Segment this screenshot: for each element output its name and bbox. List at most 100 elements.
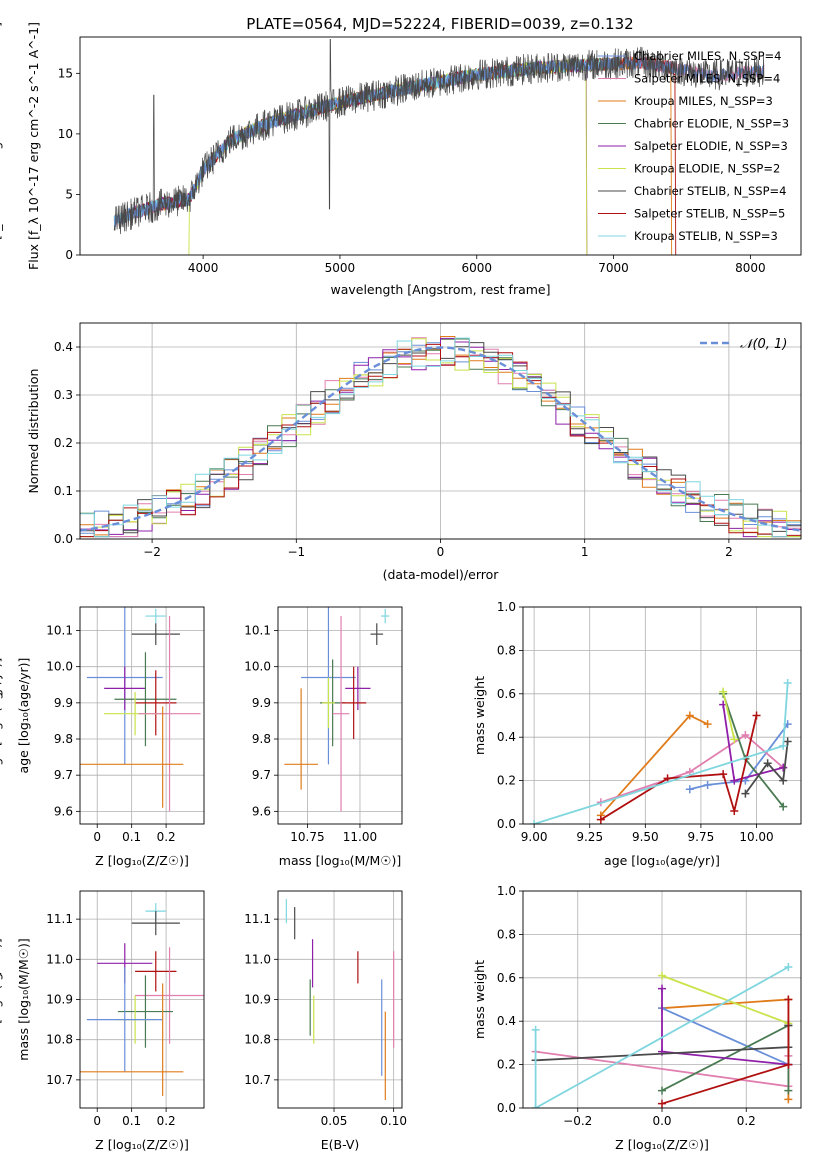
y-tick-label: 0.2 [497, 1058, 516, 1072]
plus-marker [658, 1099, 666, 1108]
axes-frame [277, 890, 403, 1109]
x-tick-label: 4000 [188, 261, 219, 275]
x-tick-label: 7000 [598, 261, 629, 275]
point-kroupa_stelib [145, 608, 167, 624]
plus-marker [531, 1025, 540, 1034]
weight-line [661, 974, 789, 1025]
x-tick-label: −2 [143, 545, 161, 559]
plus-marker [752, 711, 761, 720]
x-tick-label: 11.00 [343, 830, 377, 844]
y-tick-label: 0.2 [54, 436, 73, 450]
x-tick-label: 6000 [461, 261, 492, 275]
axes-frame [522, 890, 802, 1109]
y-axis-label: mass [log₁₀(M/M☉)] [0, 938, 3, 1060]
y-tick-label: 0.3 [54, 388, 73, 402]
plus-marker [658, 1086, 666, 1095]
y-axis-label: mass [log₁₀(M/M☉)] [16, 938, 31, 1060]
x-tick-label: 0.1 [122, 1114, 141, 1128]
plus-marker [530, 820, 539, 824]
legend-entry: Salpeter ELODIE, N_SSP=3 [634, 139, 788, 153]
y-tick-label: 0.2 [497, 774, 516, 788]
y-tick-label: 9.9 [54, 696, 73, 710]
y-axis-label: Flux [f_λ 10^-17 erg cm^-2 s^-1 A^-1] [0, 22, 3, 270]
y-axis-label: age [log₁₀(age/yr)] [0, 658, 3, 774]
y-tick-label: 0.1 [54, 484, 73, 498]
plot-area [285, 899, 395, 1100]
weight-line [661, 999, 790, 1105]
axes-frame [79, 606, 205, 825]
series-salpeter_elodie [658, 984, 793, 1069]
plot-area [80, 607, 201, 812]
y-tick-label: 0.0 [54, 532, 73, 546]
weight-line [600, 733, 784, 804]
x-axis-label: (data-model)/error [383, 567, 500, 582]
legend-entry: Kroupa STELIB, N_SSP=3 [634, 229, 778, 243]
axes-frame [277, 606, 403, 825]
legend-entry: Chabrier STELIB, N_SSP=4 [634, 184, 786, 198]
point-salpeter_elodie [104, 666, 146, 711]
chart-title: PLATE=0564, MJD=52224, FIBERID=0039, z=0… [246, 15, 633, 33]
point-kroupa_elodie [322, 677, 335, 729]
x-tick-label: 9.75 [688, 830, 715, 844]
point-salpeter_stelib [135, 670, 177, 736]
plus-marker [784, 962, 793, 971]
x-tick-label: 0.1 [122, 830, 141, 844]
legend-entry: Salpeter STELIB, N_SSP=5 [634, 207, 785, 221]
x-axis-label: wavelength [Angstrom, rest frame] [330, 282, 550, 297]
x-tick-label: 0.2 [737, 1114, 756, 1128]
plus-marker [596, 815, 605, 824]
weight-line [533, 682, 789, 824]
y-axis-label: mass weight [472, 960, 487, 1039]
x-axis-label: Z [log₁₀(Z/Z☉)] [95, 1137, 189, 1152]
gaussian-curve [80, 346, 801, 532]
legend-entry: Chabrier ELODIE, N_SSP=3 [634, 117, 789, 131]
panel-residuals: −2 −1 0 1 2 0.0 0.1 0.2 0.3 0.4 𝒩(0, 1) (data-model… [0, 322, 802, 582]
y-tick-label: 1.0 [497, 600, 516, 614]
y-tick-label: 0.4 [497, 730, 516, 744]
plus-marker [730, 806, 739, 815]
y-tick-label: 10.0 [46, 660, 73, 674]
y-axis-label: Normed distribution [0, 369, 3, 494]
plus-marker [779, 776, 788, 785]
panel-weight_Z: −0.2 0.0 0.2 0.0 0.2 0.4 0.6 0.8 1.0 Z [log₁₀(Z/Z… [0, 884, 802, 1152]
series-chabrier_miles [685, 720, 792, 794]
y-tick-label: 9.8 [54, 732, 73, 746]
plus-marker [783, 678, 792, 687]
weight-line [722, 691, 736, 740]
point-salpeter_stelib [341, 666, 367, 740]
point-chabrier_stelib [131, 911, 180, 936]
weight-line [661, 1007, 789, 1066]
plus-marker [779, 802, 788, 811]
y-tick-label: 0.4 [497, 1014, 516, 1028]
y-tick-label: 5 [65, 187, 73, 201]
x-tick-label: 0.10 [380, 1114, 407, 1128]
plus-marker [730, 776, 739, 785]
plus-marker [663, 774, 672, 783]
series-salpeter_stelib [596, 711, 761, 824]
plus-marker [685, 711, 694, 720]
plus-marker [763, 759, 772, 768]
series-kroupa_elodie [719, 687, 739, 744]
weight-line [722, 693, 784, 808]
y-tick-label: 11.0 [46, 952, 73, 966]
y-axis-label: mass weight [0, 960, 3, 1039]
x-tick-label: −1 [287, 545, 305, 559]
x-tick-label: 0.2 [157, 830, 176, 844]
x-tick-label: 9.50 [632, 830, 659, 844]
plus-marker [703, 780, 712, 789]
panel-mass_ebv: 0.05 0.10 10.7 10.8 10.9 11.0 11.1 E(B-V) [244, 890, 407, 1152]
x-tick-label: 2 [725, 545, 733, 559]
plus-marker [531, 1104, 540, 1108]
y-tick-label: 9.6 [252, 804, 271, 818]
point-kroupa_stelib [380, 608, 390, 624]
point-salpeter_miles [332, 616, 350, 812]
x-tick-label: 0 [93, 830, 101, 844]
axes-frame [79, 322, 802, 540]
x-tick-label: 0 [93, 1114, 101, 1128]
legend-entry: Salpeter MILES, N_SSP=4 [634, 72, 780, 86]
y-tick-label: 9.8 [252, 732, 271, 746]
spectrum-chabrier_miles [113, 56, 765, 228]
y-tick-label: 10.1 [46, 624, 73, 638]
panel-weight_age: 9.00 9.25 9.50 9.75 10.000.00.20.40.60.81.0a… [0, 600, 802, 868]
series-salpeter_stelib [658, 995, 793, 1108]
